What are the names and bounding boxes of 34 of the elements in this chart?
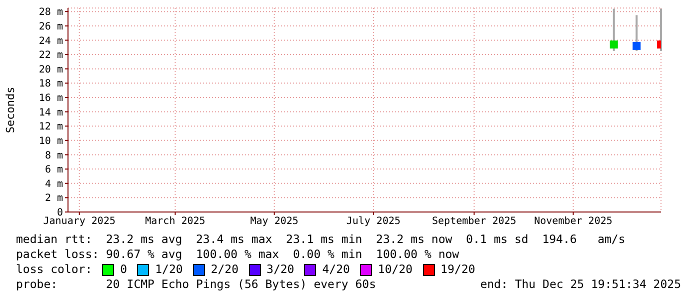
text: median rtt: 23.2 ms avg 23.4 ms max 23.1 ms min 23.2 ms now 0.1 ms sd 194.6 am/s bbox=[16, 232, 626, 247]
y-tick-label: 26 m bbox=[38, 21, 63, 32]
text: 19/20 bbox=[440, 262, 476, 277]
text: 3/20 bbox=[266, 262, 294, 277]
y-axis-title: Seconds bbox=[4, 86, 17, 134]
y-tick-label: 2 m bbox=[44, 193, 63, 204]
x-tick-label: September 2025 bbox=[432, 216, 516, 228]
text: 10/20 bbox=[378, 262, 413, 277]
text: 1/20 bbox=[155, 262, 183, 277]
x-tick-label: January 2025 bbox=[43, 216, 116, 228]
text: 4/20 bbox=[322, 262, 350, 277]
y-tick-label: 12 m bbox=[38, 122, 63, 133]
text: 2/20 bbox=[210, 262, 239, 277]
x-tick-label: May 2025 bbox=[250, 216, 298, 228]
y-tick-label: 22 m bbox=[38, 50, 63, 62]
y-tick-label: 28 m bbox=[38, 7, 63, 18]
y-tick-label: 8 m bbox=[44, 150, 63, 162]
text: 0 bbox=[120, 262, 128, 277]
y-tick-label: 24 m bbox=[38, 36, 63, 47]
y-tick-label: 4 m bbox=[44, 178, 63, 190]
text: probe: 20 ICMP Echo Pings (56 Bytes) every 60s bbox=[16, 277, 376, 292]
y-tick-label: 18 m bbox=[38, 78, 63, 90]
y-tick-label: 10 m bbox=[38, 136, 63, 147]
y-tick-label: 6 m bbox=[44, 164, 63, 176]
x-tick-label: March 2025 bbox=[145, 216, 206, 228]
text: loss color: bbox=[16, 262, 92, 277]
x-tick-label: July 2025 bbox=[346, 216, 401, 228]
y-tick-label: 16 m bbox=[38, 93, 63, 104]
y-tick-label: 0 bbox=[56, 208, 63, 219]
text: end: Thu Dec 25 19:51:34 2025 bbox=[480, 277, 681, 292]
text: packet loss: 90.67 % avg 100.00 % max 0.00 % min 100.00 % now bbox=[16, 247, 460, 262]
y-tick-label: 14 m bbox=[38, 107, 63, 118]
y-tick-label: 20 m bbox=[38, 64, 63, 76]
x-tick-label: November 2025 bbox=[534, 216, 612, 228]
